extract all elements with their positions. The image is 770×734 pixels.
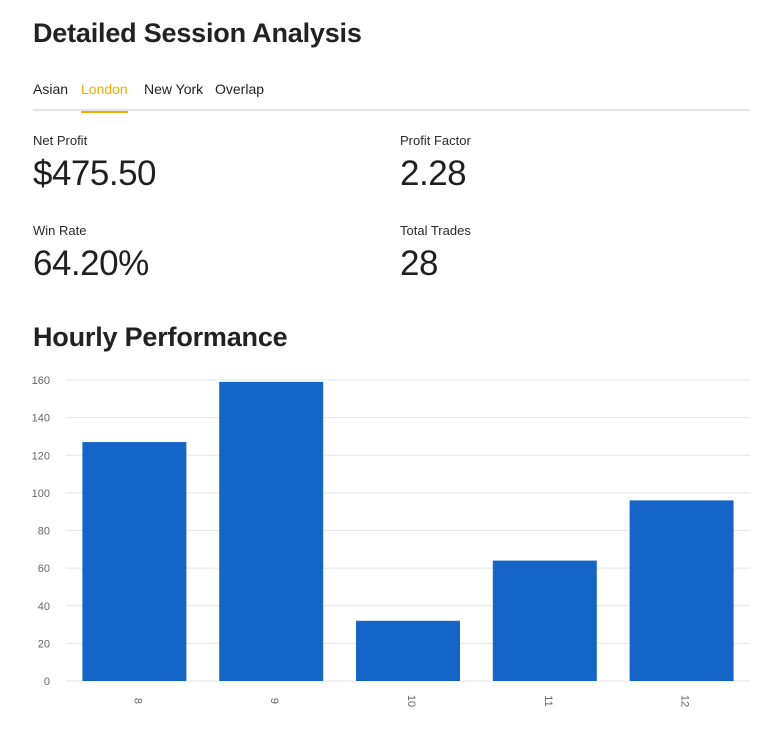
tab-london[interactable]: London [81,81,128,113]
metric-win-rate: Win Rate 64.20% [33,223,149,284]
x-tick-label: 11 [542,695,554,706]
y-tick-label: 40 [38,601,50,613]
y-tick-label: 120 [32,450,50,462]
x-tick-label: 8 [131,698,143,704]
x-tick-label: 9 [268,698,280,704]
y-tick-label: 60 [38,563,50,575]
session-tabs: Asian London New York Overlap [33,78,750,113]
page-title: Detailed Session Analysis [33,18,362,48]
metric-value: 28 [400,244,438,283]
x-tick-label: 12 [679,695,691,707]
metric-label: Win Rate [33,223,87,238]
bar [219,381,324,681]
metric-value: $475.50 [33,154,157,193]
y-tick-label: 20 [38,638,50,650]
y-tick-label: 0 [44,676,50,688]
metric-total-trades: Total Trades 28 [400,223,471,284]
hourly-performance-title: Hourly Performance [33,322,288,352]
metric-value: 2.28 [400,154,467,193]
bar [356,620,460,681]
tab-overlap[interactable]: Overlap [215,81,265,97]
x-tick-label: 10 [405,695,417,707]
metric-value: 64.20% [33,244,149,283]
tab-asian[interactable]: Asian [33,81,69,97]
y-tick-label: 80 [38,526,50,538]
hourly-performance-chart: 0 20 40 60 80 100 120 140 160 8 9 10 11 12 [32,375,750,707]
tab-new-york[interactable]: New York [144,81,204,97]
bar [492,560,597,681]
bar [629,500,734,681]
y-tick-label: 100 [32,488,50,500]
metric-profit-factor: Profit Factor 2.28 [400,133,471,194]
y-tick-label: 140 [32,413,50,425]
metric-label: Net Profit [33,133,88,148]
metric-net-profit: Net Profit $475.50 [33,133,157,194]
metric-label: Profit Factor [400,133,471,148]
y-tick-label: 160 [32,375,50,387]
bar [82,442,187,681]
metric-label: Total Trades [400,223,471,238]
